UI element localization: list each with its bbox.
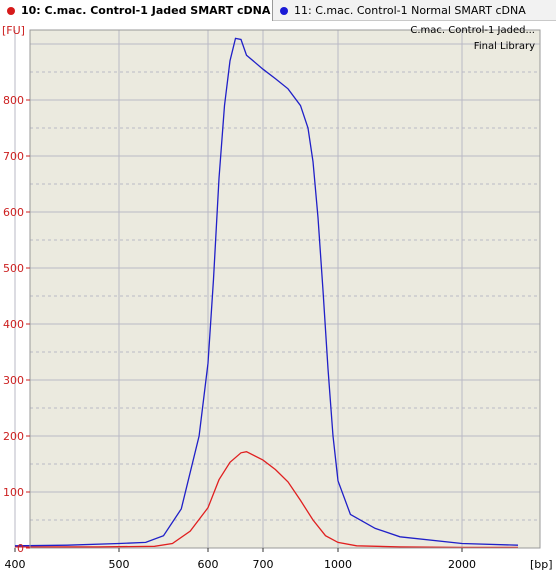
blue-dot-icon <box>280 6 288 15</box>
sample-tab-bar: 10: C.mac. Control-1 Jaded SMART cDNA 11… <box>0 0 556 21</box>
y-tick-label: 300 <box>3 374 24 387</box>
series-line <box>14 37 519 547</box>
tab-sample-10[interactable]: 10: C.mac. Control-1 Jaded SMART cDNA <box>0 0 273 21</box>
series-lines <box>14 37 519 549</box>
x-tick-label: 500 <box>109 558 130 571</box>
y-tick-label: 500 <box>3 262 24 275</box>
y-tick-label: 100 <box>3 486 24 499</box>
x-tick-label: 400 <box>5 558 26 571</box>
x-tick-label: 1000 <box>324 558 352 571</box>
legend-item-final-library: Final Library <box>474 41 535 52</box>
series-line <box>15 451 518 549</box>
y-tick-label: 800 <box>3 94 24 107</box>
legend-item-sample: C.mac. Control-1 Jaded... <box>410 25 535 36</box>
plot-frame <box>29 29 541 549</box>
axes: 0 100 200 300 400 500 600 700 800 400 500 600 700 100… <box>3 29 541 571</box>
y-tick-label: 400 <box>3 318 24 331</box>
y-tick-label: 700 <box>3 150 24 163</box>
x-tick-label: 600 <box>198 558 219 571</box>
electropherogram-chart: 0 100 200 300 400 500 600 700 800 400 500 600 700 100… <box>2 24 553 571</box>
x-tick-label: 2000 <box>448 558 476 571</box>
plot-area <box>30 30 540 548</box>
x-tick-label: 700 <box>253 558 274 571</box>
tab-sample-11[interactable]: 11: C.mac. Control-1 Normal SMART cDNA <box>273 0 556 21</box>
y-tick-label: 600 <box>3 206 24 219</box>
red-dot-icon <box>7 6 15 15</box>
gridlines <box>14 30 540 549</box>
tab-label: 11: C.mac. Control-1 Normal SMART cDNA <box>294 4 526 17</box>
tab-label: 10: C.mac. Control-1 Jaded SMART cDNA <box>21 4 271 17</box>
y-tick-label: 0 <box>17 542 24 555</box>
y-axis-unit-label: [FU] <box>2 24 25 37</box>
x-axis-unit-label: [bp] <box>530 558 553 571</box>
y-tick-label: 200 <box>3 430 24 443</box>
